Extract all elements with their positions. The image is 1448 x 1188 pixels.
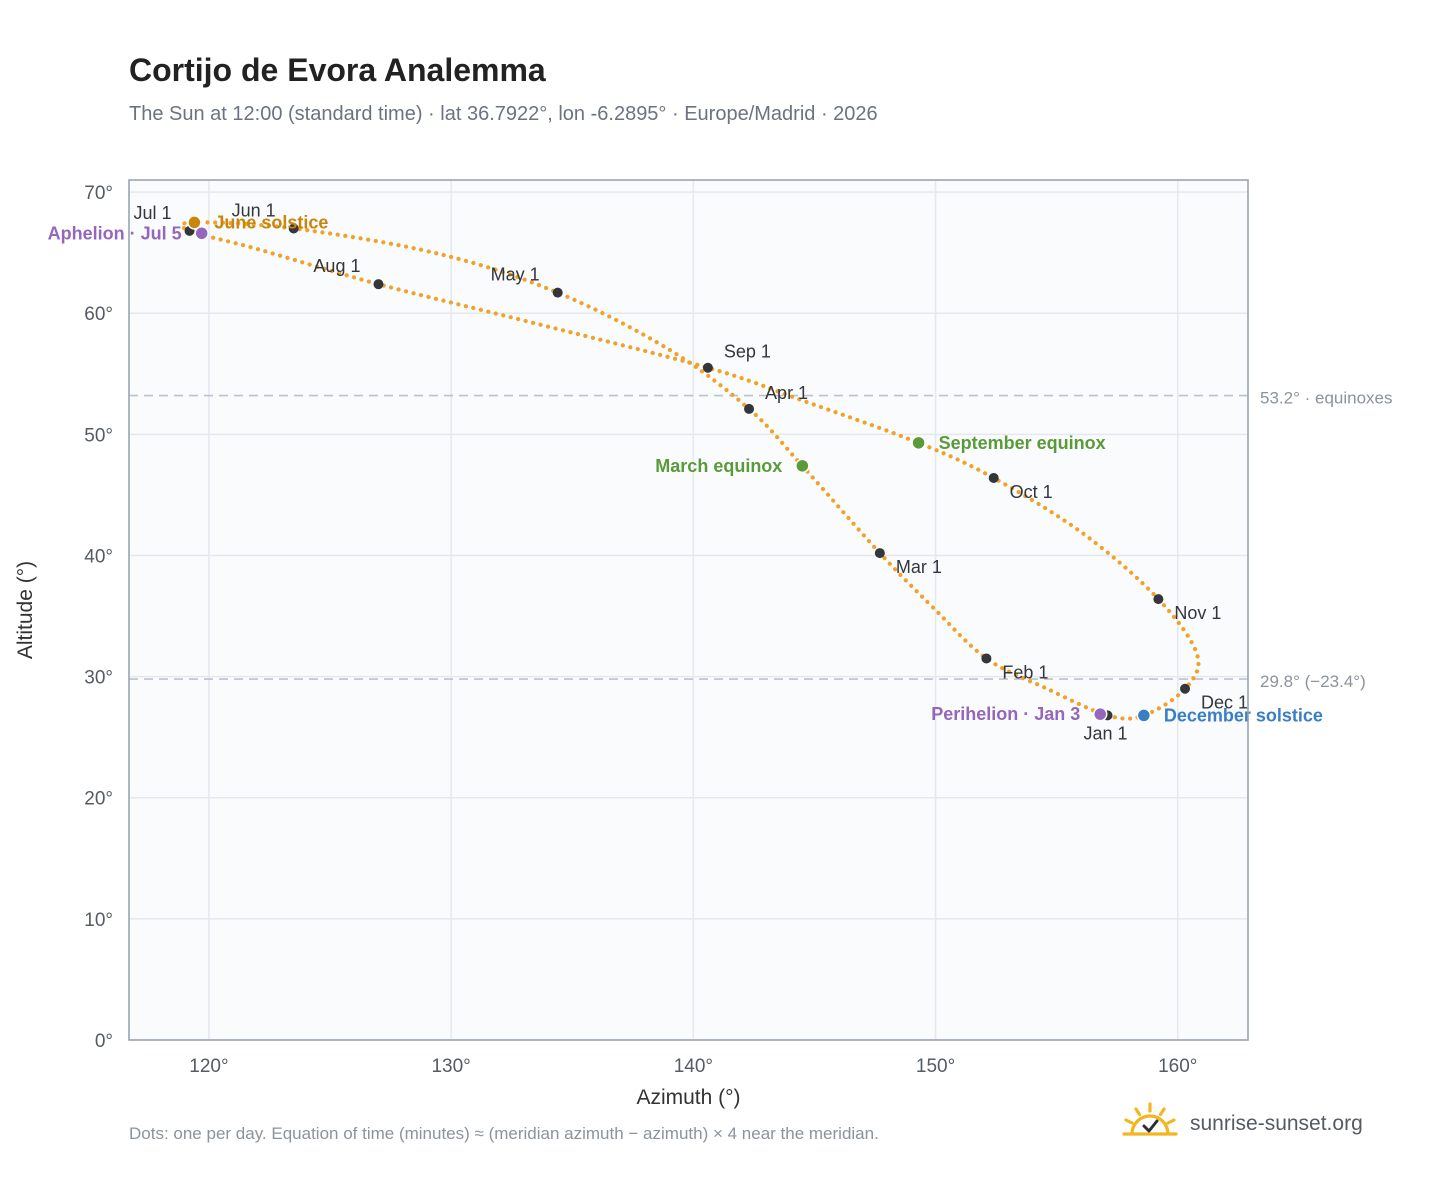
event-label: March equinox [655,456,782,476]
x-axis-label: Azimuth (°) [636,1086,740,1109]
plot-frame [128,179,1249,1041]
month-label: Dec 1 [1201,693,1248,713]
month-marker [1180,683,1191,694]
chart-subtitle: The Sun at 12:00 (standard time) · lat 3… [129,103,878,125]
event-label: December solstice [1164,705,1323,725]
x-tick-label: 140° [674,1056,713,1077]
x-tick-label: 160° [1158,1056,1197,1077]
y-tick-label: 60° [84,304,113,325]
event-marker [911,435,926,451]
sun-logo-icon [1122,1102,1178,1136]
event-marker [1136,708,1152,723]
y-tick-label: 50° [84,425,113,446]
plot-area [129,180,1248,1040]
y-axis-label: Altitude (°) [14,561,37,659]
reference-line-label: 53.2° · equinoxes [1260,389,1393,408]
y-tick-label: 0° [95,1031,113,1052]
month-label: Feb 1 [1002,662,1048,682]
brand-name: sunrise-sunset.org [1190,1112,1363,1135]
event-label: Perihelion · Jan 3 [931,704,1080,724]
month-label: Mar 1 [896,557,942,577]
brand-logo[interactable]: sunrise-sunset.org [1122,1102,1363,1146]
month-marker [874,548,885,559]
event-marker [194,226,209,241]
month-label: Apr 1 [765,383,808,403]
month-marker [552,287,563,298]
event-label: September equinox [939,433,1106,453]
month-marker [981,653,992,664]
y-tick-label: 30° [84,668,113,689]
month-label: Nov 1 [1174,603,1221,623]
chart-title: Cortijo de Evora Analemma [129,52,546,88]
y-tick-label: 70° [84,183,113,204]
month-label: Aug 1 [313,256,360,276]
y-tick-label: 20° [84,789,113,810]
month-marker [702,362,713,373]
month-marker [288,223,299,234]
month-label: Jul 1 [134,203,172,223]
x-tick-label: 150° [916,1056,955,1077]
month-label: Oct 1 [1010,482,1053,502]
month-label: Jan 1 [1084,723,1128,743]
event-label: Aphelion · Jul 5 [48,223,182,243]
analemma-daily-dots [179,220,1201,721]
month-marker [1153,594,1164,605]
event-label: June solstice [214,212,328,232]
chart-footnote: Dots: one per day. Equation of time (min… [129,1124,879,1143]
month-marker [373,279,384,290]
event-marker [795,458,810,474]
x-tick-label: 130° [431,1056,470,1077]
month-marker [744,403,755,414]
reference-line-label: 29.8° (−23.4°) [1260,672,1366,691]
month-label: Sep 1 [724,342,771,362]
month-marker [988,472,999,483]
event-marker [187,215,202,230]
month-label: May 1 [491,265,540,285]
y-tick-label: 10° [84,910,113,931]
x-tick-label: 120° [189,1056,228,1077]
event-marker [1093,706,1108,722]
y-tick-label: 40° [84,546,113,567]
month-label: Jun 1 [232,200,276,220]
